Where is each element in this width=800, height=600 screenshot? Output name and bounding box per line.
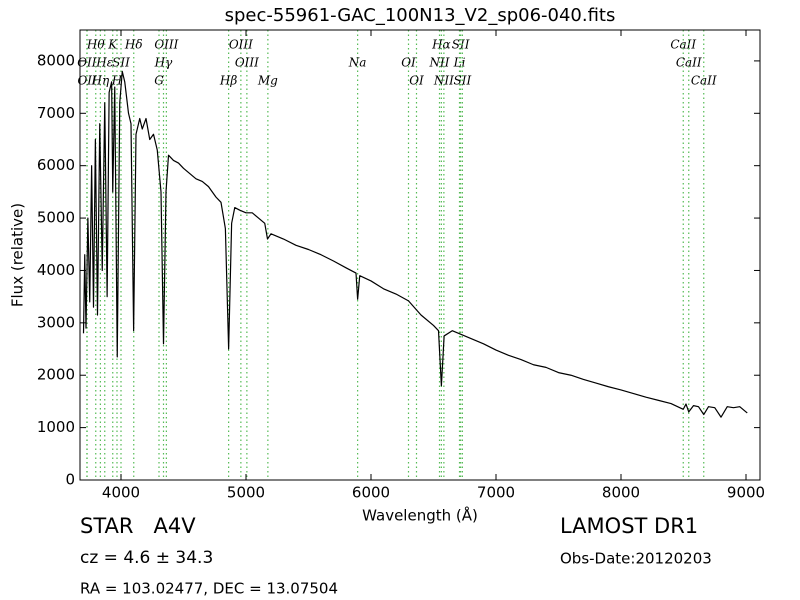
spectral-line-label: Hδ: [124, 38, 143, 52]
y-tick-label: 6000: [37, 156, 75, 174]
spectral-line-label: Hα: [431, 38, 451, 52]
y-tick-label: 3000: [37, 313, 75, 331]
x-tick-label: 8000: [602, 484, 640, 502]
spectral-line-label: CaII: [676, 56, 702, 70]
spectral-line-label: Mg: [257, 74, 278, 88]
x-tick-label: 9000: [727, 484, 765, 502]
spectral-line-label: H: [111, 74, 123, 88]
plot-frame: [79, 29, 761, 481]
spectral-line-label: SII: [454, 74, 472, 88]
y-axis-label: Flux (relative): [9, 203, 27, 307]
obs-date: Obs-Date:20120203: [560, 550, 712, 568]
y-tick-label: 2000: [37, 366, 75, 384]
x-axis-label: Wavelength (Å): [362, 506, 478, 525]
spectral-line-label: OIII: [154, 38, 178, 52]
y-tick-label: 1000: [37, 418, 75, 436]
spectral-line-label: CaII: [691, 74, 717, 88]
spectral-line-label: OIII: [229, 38, 253, 52]
spectral-line-label: Hθ: [86, 38, 105, 52]
spectral-line-label: SII: [112, 56, 130, 70]
x-tick-label: 4000: [102, 484, 140, 502]
coordinates: RA = 103.02477, DEC = 13.07504: [80, 580, 338, 598]
spectral-line-label: Hη: [91, 74, 110, 88]
x-tick-label: 5000: [227, 484, 265, 502]
x-tick-label: 6000: [352, 484, 390, 502]
release: LAMOST DR1: [560, 514, 698, 538]
spectral-line-label: OII: [77, 74, 97, 88]
chart-title: spec-55961-GAC_100N13_V2_sp06-040.fits: [225, 5, 616, 26]
spectral-line-label: NII: [433, 74, 454, 88]
y-tick-label: 7000: [37, 104, 75, 122]
spectral-line-label: OI: [409, 74, 424, 88]
spectral-line-label: Hβ: [219, 74, 237, 88]
spectral-line-label: Hε: [95, 56, 113, 70]
spectral-line-label: NII: [429, 56, 450, 70]
redshift: cz = 4.6 ± 34.3: [80, 548, 213, 568]
y-tick-label: 0: [65, 471, 75, 489]
spectral-line-label: G: [154, 74, 164, 88]
spectral-line-label: SII: [452, 38, 470, 52]
spectral-line-label: Na: [348, 56, 367, 70]
spectral-line-label: Hγ: [154, 56, 173, 70]
spectral-line-label: Li: [453, 56, 466, 70]
spectral-line-label: K: [107, 38, 118, 52]
x-tick-label: 7000: [477, 484, 515, 502]
object-class: STAR A4V: [80, 514, 196, 538]
y-tick-label: 5000: [37, 209, 75, 227]
spectral-line-label: CaII: [670, 38, 696, 52]
spectral-line-label: OIII: [235, 56, 259, 70]
spectral-line-label: OI: [401, 56, 416, 70]
spectrum-line: [82, 70, 748, 418]
y-tick-label: 4000: [37, 261, 75, 279]
y-tick-label: 8000: [37, 51, 75, 69]
